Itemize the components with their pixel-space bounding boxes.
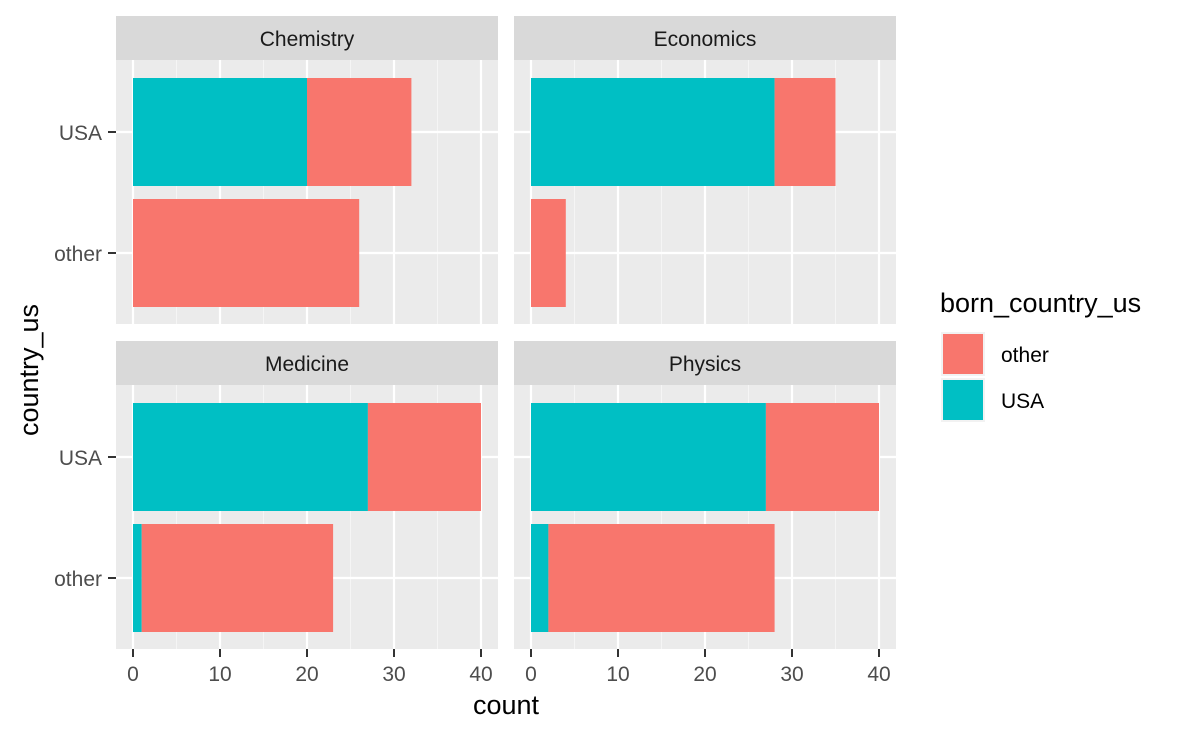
legend-label: USA xyxy=(1001,390,1044,413)
bar-segment-usa xyxy=(531,524,549,632)
y-tick-label: other xyxy=(54,568,102,591)
legend-item-other: other xyxy=(941,332,1049,376)
facet-strip-label: Chemistry xyxy=(260,28,355,51)
legend-items: other USA xyxy=(941,332,1049,422)
panel-economics: Economics xyxy=(514,16,896,324)
bar-segment-other xyxy=(307,78,412,186)
x-tick-label: 40 xyxy=(469,663,492,686)
facet-strip xyxy=(116,16,498,60)
bar-segment-usa xyxy=(133,78,307,186)
x-tick-label: 30 xyxy=(780,663,803,686)
y-tick-label: USA xyxy=(59,447,102,470)
bar-segment-other xyxy=(367,403,481,511)
panel-chemistry: Chemistry xyxy=(116,16,498,324)
facet-strip-label: Physics xyxy=(669,353,741,376)
bar-segment-usa xyxy=(133,524,142,632)
x-tick-label: 20 xyxy=(693,663,716,686)
x-tick-label: 10 xyxy=(208,663,231,686)
facet-strip xyxy=(514,341,896,385)
y-tick-label: other xyxy=(54,243,102,266)
legend: born_country_us other USA xyxy=(940,288,1141,422)
x-tick-label: 40 xyxy=(867,663,890,686)
legend-item-usa: USA xyxy=(941,378,1044,422)
bar-segment-other xyxy=(141,524,334,632)
bar-segment-other xyxy=(765,403,879,511)
facet-strip xyxy=(116,341,498,385)
facet-strip-label: Medicine xyxy=(265,353,349,376)
bar-segment-other xyxy=(774,78,836,186)
legend-swatch xyxy=(943,334,983,374)
axes: USA other USA other 0 10 20 30 40 0 10 20 30 40 xyxy=(54,122,891,686)
bar-segment-other xyxy=(531,199,566,307)
y-tick-label: USA xyxy=(59,122,102,145)
x-axis-title: count xyxy=(473,690,540,720)
legend-label: other xyxy=(1001,344,1049,367)
x-tick-label: 10 xyxy=(606,663,629,686)
bar-segment-usa xyxy=(531,78,775,186)
legend-swatch xyxy=(943,380,983,420)
x-tick-label: 30 xyxy=(382,663,405,686)
legend-title: born_country_us xyxy=(940,288,1141,318)
bar-segment-other xyxy=(133,199,360,307)
x-tick-label: 20 xyxy=(295,663,318,686)
y-axis-title: country_us xyxy=(14,304,44,436)
bar-segment-usa xyxy=(133,403,368,511)
bar-segment-usa xyxy=(531,403,766,511)
panel-medicine: Medicine xyxy=(116,341,498,649)
facet-strip xyxy=(514,16,896,60)
bar-segment-other xyxy=(548,524,775,632)
x-tick-label: 0 xyxy=(525,663,537,686)
panels: Chemistry Economics Medicine Physics xyxy=(116,16,896,649)
panel-physics: Physics xyxy=(514,341,896,649)
x-tick-label: 0 xyxy=(127,663,139,686)
facet-strip-label: Economics xyxy=(654,28,757,51)
